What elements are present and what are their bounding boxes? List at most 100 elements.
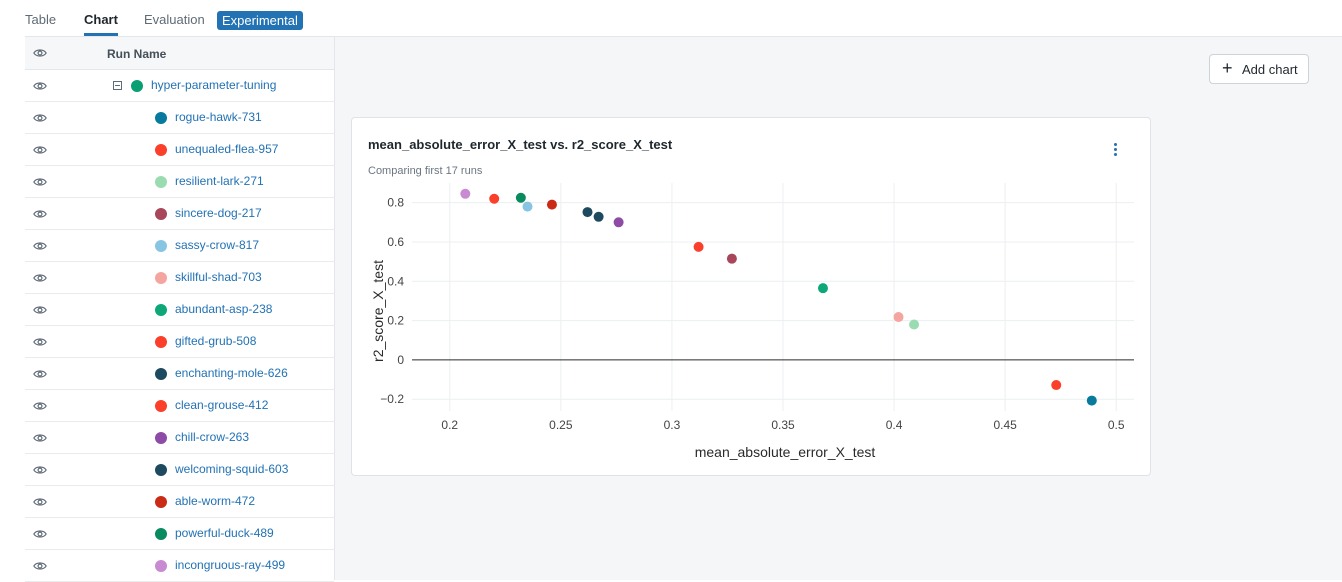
data-point — [893, 312, 904, 323]
run-row[interactable]: chill-crow-263 — [25, 422, 334, 454]
y-tick-label: 0.2 — [387, 314, 404, 328]
eye-icon[interactable] — [33, 559, 47, 578]
data-point — [546, 199, 557, 210]
run-color-dot — [155, 464, 167, 476]
run-name-link[interactable]: chill-crow-263 — [175, 430, 250, 444]
collapse-icon[interactable] — [113, 81, 122, 90]
eye-icon[interactable] — [33, 143, 47, 162]
x-tick-label: 0.5 — [1108, 418, 1125, 432]
chart-title: mean_absolute_error_X_test vs. r2_score_… — [368, 137, 673, 152]
data-point — [582, 207, 593, 218]
eye-icon[interactable] — [33, 207, 47, 226]
tab-chart[interactable]: Chart — [84, 12, 118, 27]
run-color-dot — [155, 240, 167, 252]
y-tick-label: 0.6 — [387, 235, 404, 249]
run-color-dot — [155, 368, 167, 380]
run-row[interactable]: abundant-asp-238 — [25, 294, 334, 326]
run-name-link[interactable]: sassy-crow-817 — [175, 238, 260, 252]
run-name-link[interactable]: resilient-lark-271 — [175, 174, 264, 188]
eye-icon[interactable] — [33, 111, 47, 130]
data-point — [909, 319, 920, 330]
eye-icon[interactable] — [33, 335, 47, 354]
run-color-dot — [155, 144, 167, 156]
run-name-link[interactable]: clean-grouse-412 — [175, 398, 269, 412]
run-color-dot — [155, 304, 167, 316]
eye-icon[interactable] — [33, 527, 47, 546]
data-point — [489, 193, 500, 204]
eye-icon[interactable] — [33, 175, 47, 194]
x-tick-label: 0.4 — [886, 418, 903, 432]
eye-icon[interactable] — [33, 271, 47, 290]
x-tick-label: 0.45 — [993, 418, 1017, 432]
run-row[interactable]: able-worm-472 — [25, 486, 334, 518]
eye-icon[interactable] — [33, 303, 47, 322]
run-row[interactable]: welcoming-squid-603 — [25, 454, 334, 486]
eye-icon[interactable] — [33, 367, 47, 386]
run-row[interactable]: rogue-hawk-731 — [25, 102, 334, 134]
run-row[interactable]: sincere-dog-217 — [25, 198, 334, 230]
run-name-link[interactable]: rogue-hawk-731 — [175, 110, 262, 124]
tab-table[interactable]: Table — [25, 12, 57, 27]
run-name-link[interactable]: abundant-asp-238 — [175, 302, 273, 316]
run-name-link[interactable]: gifted-grub-508 — [175, 334, 257, 348]
eye-icon[interactable] — [33, 495, 47, 514]
plus-icon: + — [1222, 58, 1233, 78]
chart-card: mean_absolute_error_X_test vs. r2_score_… — [351, 117, 1151, 476]
run-group-row[interactable]: hyper-parameter-tuning — [25, 70, 334, 102]
eye-icon[interactable] — [33, 239, 47, 258]
experimental-badge: Experimental — [217, 11, 303, 30]
run-row[interactable]: resilient-lark-271 — [25, 166, 334, 198]
run-color-dot — [155, 112, 167, 124]
run-color-dot — [155, 176, 167, 188]
eye-icon[interactable] — [33, 463, 47, 482]
run-color-dot — [155, 208, 167, 220]
eye-icon[interactable] — [33, 79, 47, 98]
eye-icon[interactable] — [33, 46, 47, 65]
x-tick-label: 0.35 — [771, 418, 795, 432]
y-tick-label: 0 — [397, 353, 404, 367]
group-name-link[interactable]: hyper-parameter-tuning — [151, 78, 277, 92]
run-name-link[interactable]: welcoming-squid-603 — [175, 462, 289, 476]
run-row[interactable]: skillful-shad-703 — [25, 262, 334, 294]
data-point — [460, 188, 471, 199]
add-chart-button[interactable]: + Add chart — [1209, 54, 1309, 84]
run-name-link[interactable]: able-worm-472 — [175, 494, 256, 508]
runs-sidebar: Run Name hyper-parameter-tuning rogue-ha… — [25, 37, 335, 582]
run-color-dot — [155, 560, 167, 572]
run-row[interactable]: clean-grouse-412 — [25, 390, 334, 422]
run-name-link[interactable]: powerful-duck-489 — [175, 526, 274, 540]
run-color-dot — [155, 432, 167, 444]
x-tick-label: 0.3 — [664, 418, 681, 432]
run-name-link[interactable]: enchanting-mole-626 — [175, 366, 288, 380]
active-tab-indicator — [84, 33, 118, 36]
run-row[interactable]: enchanting-mole-626 — [25, 358, 334, 390]
tab-evaluation[interactable]: Evaluation — [144, 12, 205, 27]
eye-icon[interactable] — [33, 431, 47, 450]
chart-subtitle: Comparing first 17 runs — [368, 165, 483, 177]
run-color-dot — [155, 528, 167, 540]
x-tick-label: 0.2 — [441, 418, 458, 432]
run-row[interactable]: sassy-crow-817 — [25, 230, 334, 262]
run-name-link[interactable]: unequaled-flea-957 — [175, 142, 279, 156]
y-axis-label: r2_score_X_test — [370, 260, 386, 362]
run-name-link[interactable]: skillful-shad-703 — [175, 270, 262, 284]
data-point — [613, 217, 624, 228]
chart-area: + Add chart mean_absolute_error_X_test v… — [335, 37, 1342, 580]
data-point — [693, 241, 704, 252]
data-point — [817, 283, 828, 294]
run-name-column-header[interactable]: Run Name — [107, 47, 167, 61]
run-row[interactable]: unequaled-flea-957 — [25, 134, 334, 166]
data-point — [522, 201, 533, 212]
runs-list-header: Run Name — [25, 37, 334, 70]
run-name-link[interactable]: sincere-dog-217 — [175, 206, 262, 220]
more-options-icon[interactable] — [1111, 141, 1121, 159]
data-point — [515, 192, 526, 203]
run-row[interactable]: gifted-grub-508 — [25, 326, 334, 358]
run-color-dot — [155, 272, 167, 284]
eye-icon[interactable] — [33, 399, 47, 418]
data-point — [593, 211, 604, 222]
run-row[interactable]: incongruous-ray-499 — [25, 550, 334, 582]
run-row[interactable]: powerful-duck-489 — [25, 518, 334, 550]
run-color-dot — [155, 400, 167, 412]
run-name-link[interactable]: incongruous-ray-499 — [175, 558, 286, 572]
